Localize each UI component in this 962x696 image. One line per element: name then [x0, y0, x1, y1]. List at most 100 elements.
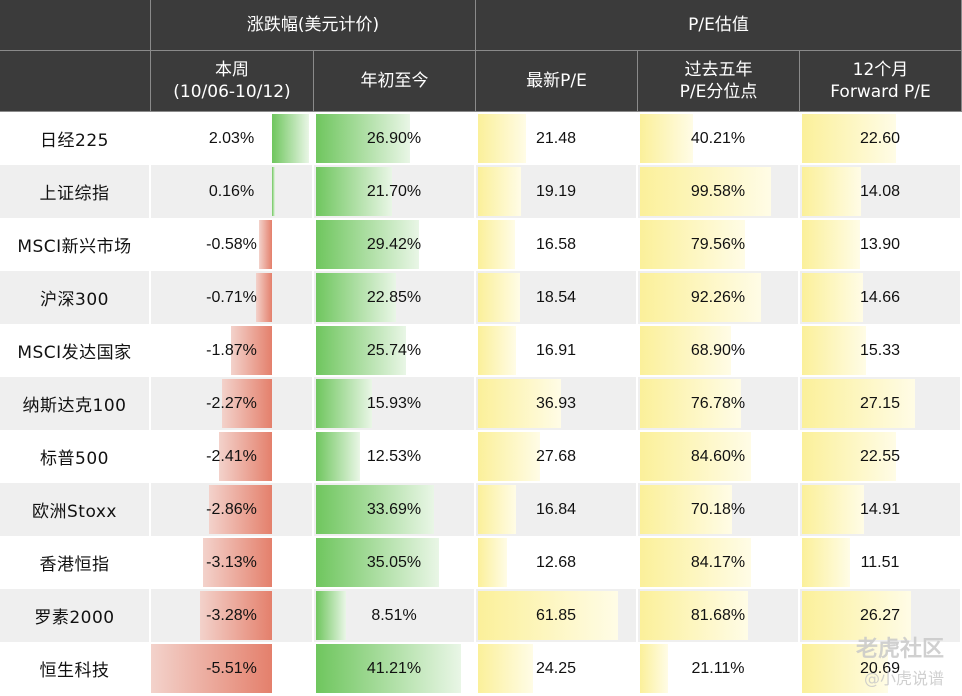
bar-fwd [802, 379, 915, 428]
bar-pct [640, 114, 693, 163]
value-pct: 76.78% [690, 394, 746, 412]
bar-ytd [316, 485, 435, 534]
cell-pe: 24.25 [476, 642, 638, 695]
bar-fwd [802, 273, 863, 322]
cell-ytd: 25.74% [314, 324, 476, 377]
cell-name: 恒生科技 [0, 642, 151, 695]
bar-week [219, 432, 272, 481]
cell-name: 上证综指 [0, 165, 151, 218]
table-row: 日经225 2.03% 26.90% 21.48 40.21% 22.60 [0, 112, 962, 166]
header-pe-percentile: 过去五年 P/E分位点 [638, 51, 800, 112]
cell-pct: 40.21% [638, 112, 800, 165]
bar-ytd [316, 220, 420, 269]
cell-pe: 18.54 [476, 271, 638, 324]
value-week: -2.86% [206, 500, 257, 518]
value-pe: 21.48 [535, 129, 577, 147]
value-pct: 21.11% [691, 659, 745, 677]
cell-week: 0.16% [151, 165, 314, 218]
cell-pct: 81.68% [638, 589, 800, 642]
table-row: 恒生科技 -5.51% 41.21% 24.25 21.11% 20.69 [0, 642, 962, 696]
bar-pct [640, 591, 748, 640]
cell-pe: 21.48 [476, 112, 638, 165]
bar-ytd [316, 591, 346, 640]
cell-week: -1.87% [151, 324, 314, 377]
cell-name: 标普500 [0, 430, 151, 483]
cell-fwd: 14.66 [800, 271, 962, 324]
cell-fwd: 27.15 [800, 377, 962, 430]
bar-pct [640, 220, 745, 269]
value-week: 2.03% [208, 129, 255, 147]
value-ytd: 8.51% [371, 606, 417, 624]
header-empty [0, 0, 151, 51]
index-name: 纳斯达克100 [22, 396, 127, 416]
cell-ytd: 12.53% [314, 430, 476, 483]
bar-fwd [802, 485, 864, 534]
cell-fwd: 22.55 [800, 430, 962, 483]
table-row: 香港恒指 -3.13% 35.05% 12.68 84.17% 11.51 [0, 536, 962, 590]
value-fwd: 11.51 [860, 553, 900, 571]
cell-week: 2.03% [151, 112, 314, 165]
value-fwd: 13.90 [859, 235, 901, 253]
cell-name: 纳斯达克100 [0, 377, 151, 430]
value-pe: 16.84 [535, 500, 577, 518]
bar-week [203, 538, 272, 587]
index-name: 欧洲Stoxx [32, 502, 117, 522]
cell-pct: 79.56% [638, 218, 800, 271]
bar-ytd [316, 379, 372, 428]
bar-fwd [802, 326, 866, 375]
bar-ytd [316, 326, 407, 375]
cell-fwd: 14.91 [800, 483, 962, 536]
header-latest-pe: 最新P/E [476, 51, 638, 112]
cell-week: -2.86% [151, 483, 314, 536]
table-row: 罗素2000 -3.28% 8.51% 61.85 81.68% 26.27 [0, 589, 962, 643]
cell-ytd: 33.69% [314, 483, 476, 536]
value-week: -2.27% [206, 394, 257, 412]
cell-fwd: 20.69 [800, 642, 962, 695]
bar-week [272, 114, 309, 163]
value-pe: 19.19 [535, 182, 577, 200]
cell-fwd: 26.27 [800, 589, 962, 642]
bar-fwd [802, 538, 850, 587]
cell-fwd: 15.33 [800, 324, 962, 377]
watermark-brand: 老虎社区 [855, 637, 944, 662]
bar-pct [640, 273, 762, 322]
cell-pe: 16.58 [476, 218, 638, 271]
bar-pe [478, 538, 507, 587]
cell-pct: 76.78% [638, 377, 800, 430]
index-name: 日经225 [40, 131, 109, 151]
bar-ytd [316, 432, 360, 481]
cell-ytd: 29.42% [314, 218, 476, 271]
value-fwd: 22.60 [859, 129, 901, 147]
bar-pct [640, 538, 751, 587]
value-pct: 81.68% [690, 606, 746, 624]
index-name: 上证综指 [39, 184, 110, 204]
bar-pct [640, 485, 733, 534]
bar-pe [478, 114, 527, 163]
value-week: -0.58% [206, 235, 257, 253]
index-name: MSCI发达国家 [17, 343, 132, 363]
value-ytd: 33.69% [366, 500, 422, 518]
bar-pe [478, 167, 522, 216]
value-ytd: 25.74% [366, 341, 422, 359]
cell-pct: 84.60% [638, 430, 800, 483]
cell-pct: 92.26% [638, 271, 800, 324]
header-column-row: 本周 (10/06-10/12) 年初至今 最新P/E 过去五年 P/E分位点 … [0, 51, 962, 112]
table-row: MSCI发达国家 -1.87% 25.74% 16.91 68.90% 15.33 [0, 324, 962, 378]
cell-week: -0.71% [151, 271, 314, 324]
cell-name: 日经225 [0, 112, 151, 165]
value-ytd: 26.90% [366, 129, 422, 147]
value-ytd: 22.85% [366, 288, 422, 306]
cell-week: -3.13% [151, 536, 314, 589]
value-pct: 84.17% [690, 553, 746, 571]
cell-ytd: 21.70% [314, 165, 476, 218]
cell-name: MSCI新兴市场 [0, 218, 151, 271]
value-pe: 12.68 [535, 553, 577, 571]
table-row: 标普500 -2.41% 12.53% 27.68 84.60% 22.55 [0, 430, 962, 484]
value-pe: 36.93 [535, 394, 577, 412]
bar-week [209, 485, 272, 534]
bar-fwd [802, 591, 912, 640]
value-week: -3.28% [206, 606, 257, 624]
bar-pct [640, 644, 668, 693]
bar-week [151, 644, 272, 693]
